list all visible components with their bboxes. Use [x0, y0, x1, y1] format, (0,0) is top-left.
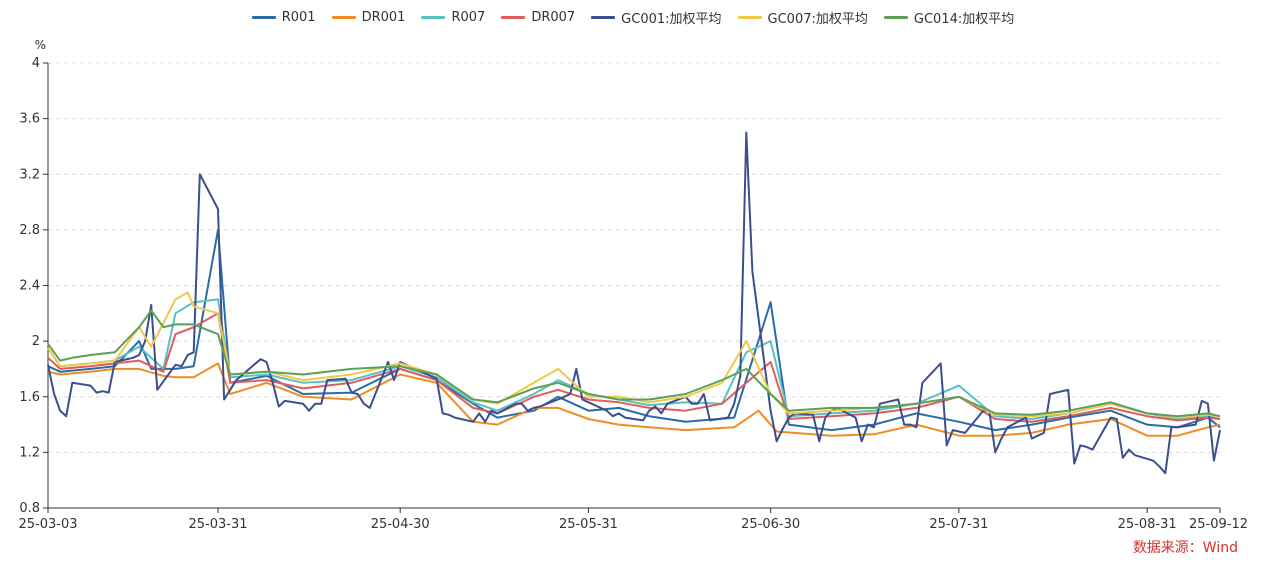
x-tick-label: 25-09-12 — [1189, 517, 1248, 532]
series-line-0 — [47, 228, 1221, 432]
series-line-6 — [47, 309, 1221, 418]
legend-label: GC014:加权平均 — [913, 12, 1015, 27]
x-tick-label: 25-04-30 — [371, 517, 430, 532]
x-tick-label: 25-03-31 — [189, 517, 248, 532]
x-tick-label: 25-07-31 — [929, 517, 988, 532]
x-tick-label: 25-03-03 — [18, 517, 77, 532]
axes: 0.8 1.2 1.6 2 2.4 2.8 3.2 3.6 4% 25-03-03 25-03-31… — [18, 38, 1248, 532]
y-tick-label: 2.4 — [19, 279, 40, 294]
y-tick-label: 4 — [32, 56, 40, 71]
grid-lines — [48, 62, 1220, 453]
y-tick-label: 3.2 — [19, 167, 40, 182]
y-axis-unit: % — [35, 38, 46, 52]
x-tick-label: 25-06-30 — [741, 517, 800, 532]
legend-swatch — [331, 16, 356, 19]
legend-item[interactable]: R007 — [421, 8, 485, 27]
legend-swatch — [421, 16, 446, 19]
legend-label: R007 — [451, 10, 486, 25]
source-note: 数据来源：Wind — [1132, 540, 1238, 556]
series-line-5 — [47, 291, 1221, 419]
chart-legend: R001 DR001 R007 DR007 GC001:加权平均 GC007:加权平均 GC… — [0, 8, 1266, 27]
x-tick-label: 25-08-31 — [1118, 517, 1177, 532]
y-tick-label: 3.6 — [19, 112, 40, 127]
y-tick-label: 1.6 — [19, 390, 40, 405]
legend-item[interactable]: GC007:加权平均 — [737, 8, 868, 27]
series-line-1 — [47, 362, 1221, 437]
legend-swatch — [591, 16, 616, 19]
legend-swatch — [501, 16, 526, 19]
legend-item[interactable]: DR001 — [331, 8, 406, 27]
y-tick-label: 2 — [32, 334, 40, 349]
legend-item[interactable]: GC014:加权平均 — [883, 8, 1015, 27]
legend-item[interactable]: R001 — [251, 8, 316, 27]
legend-label: GC007:加权平均 — [767, 12, 868, 27]
legend-label: R001 — [281, 10, 316, 25]
legend-label: DR007 — [531, 10, 576, 25]
legend-swatch — [883, 16, 908, 19]
y-tick-label: 1.2 — [19, 445, 40, 460]
legend-item[interactable]: DR007 — [501, 8, 575, 27]
legend-swatch — [251, 16, 276, 19]
y-tick-label: 0.8 — [19, 501, 40, 516]
x-tick-label: 25-05-31 — [559, 517, 618, 532]
legend-label: DR001 — [361, 10, 406, 25]
legend-item[interactable]: GC001:加权平均 — [591, 8, 722, 27]
y-tick-label: 2.8 — [19, 223, 40, 238]
series-line-4 — [47, 131, 1221, 475]
legend-swatch — [737, 16, 762, 19]
series-lines — [47, 131, 1221, 475]
legend-label: GC001:加权平均 — [621, 12, 722, 27]
